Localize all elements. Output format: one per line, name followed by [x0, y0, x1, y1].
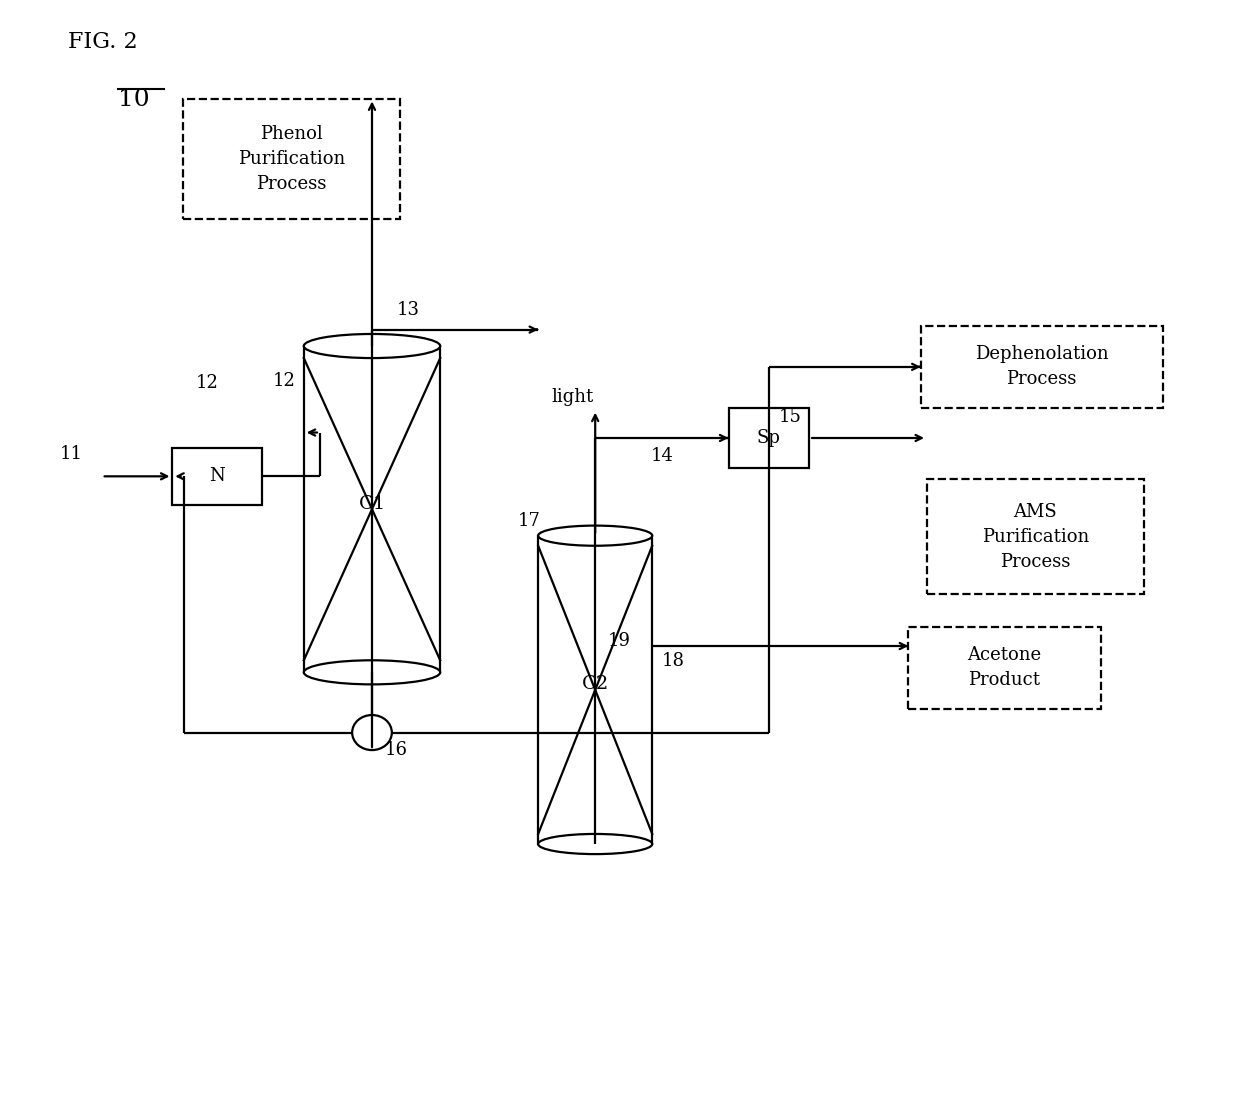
Ellipse shape	[538, 526, 652, 545]
Ellipse shape	[304, 660, 440, 684]
Bar	[908, 626, 1101, 710]
Text: C2: C2	[582, 676, 609, 693]
Text: Phenol
Purification
Process: Phenol Purification Process	[238, 125, 345, 193]
Circle shape	[352, 715, 392, 750]
Text: 17: 17	[518, 512, 541, 530]
Text: Dephenolation
Process: Dephenolation Process	[975, 345, 1109, 389]
Text: 13: 13	[397, 301, 420, 319]
Ellipse shape	[538, 834, 652, 854]
Text: 14: 14	[651, 447, 673, 464]
Bar	[920, 326, 1163, 408]
Bar	[926, 480, 1143, 595]
Text: C1: C1	[358, 495, 386, 512]
Text: 12: 12	[196, 374, 218, 392]
Text: 19: 19	[608, 632, 631, 650]
Text: 10: 10	[118, 88, 150, 111]
Text: 18: 18	[662, 652, 686, 669]
Text: AMS
Purification
Process: AMS Purification Process	[982, 503, 1089, 570]
Text: 12: 12	[273, 372, 295, 390]
Ellipse shape	[304, 334, 440, 358]
Bar	[184, 99, 399, 219]
Text: 11: 11	[60, 446, 83, 463]
Text: 15: 15	[779, 408, 801, 426]
Text: 16: 16	[384, 741, 408, 759]
Text: FIG. 2: FIG. 2	[68, 31, 138, 53]
Text: light: light	[552, 389, 594, 406]
Bar	[172, 448, 262, 505]
Bar	[729, 408, 808, 469]
Text: Sp: Sp	[756, 429, 781, 447]
Text: N: N	[210, 468, 224, 485]
Text: Acetone
Product: Acetone Product	[967, 646, 1042, 690]
